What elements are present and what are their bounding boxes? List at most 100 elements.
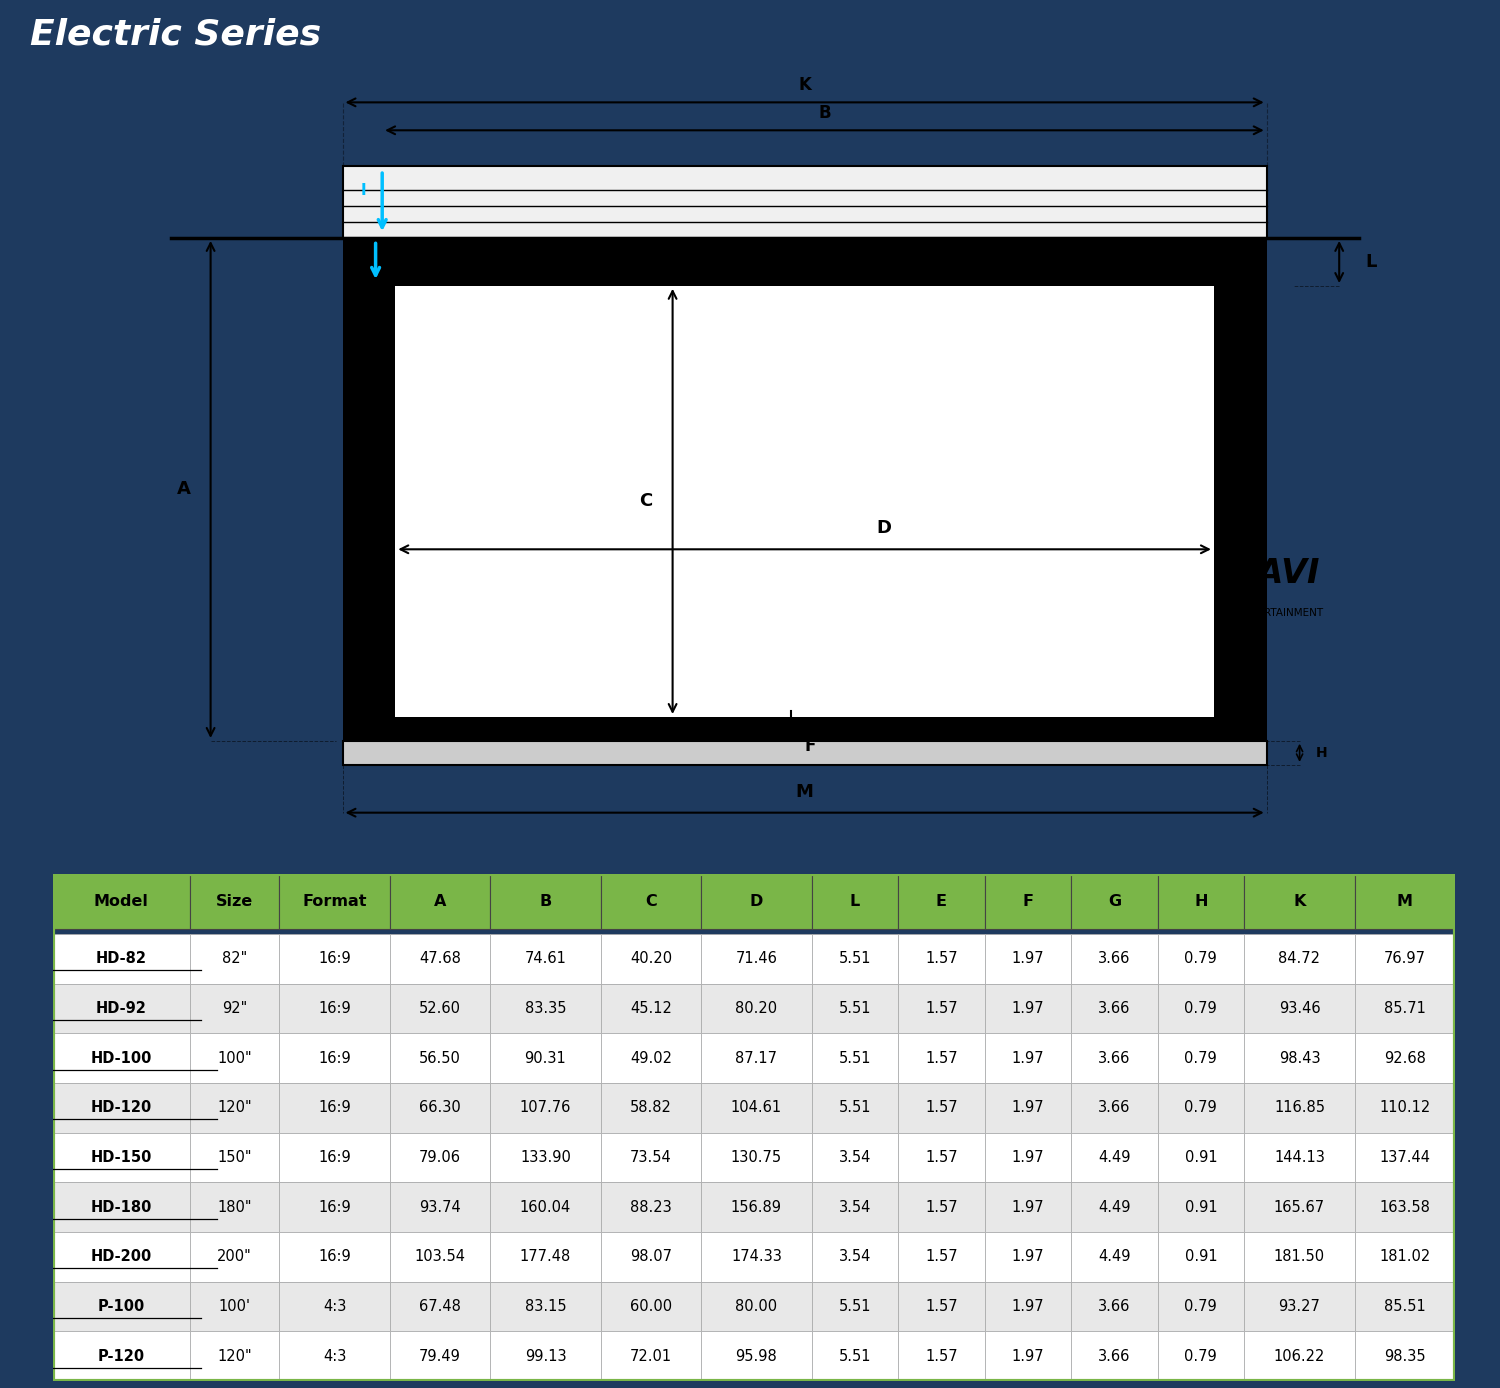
Text: 93.27: 93.27 [1278, 1299, 1320, 1314]
Text: B: B [818, 104, 831, 122]
Bar [984, 1183, 1071, 1233]
Text: 1.57: 1.57 [926, 1001, 958, 1016]
Text: HD-100: HD-100 [90, 1051, 152, 1066]
Bar [1071, 1183, 1158, 1233]
Text: 1.97: 1.97 [1011, 1199, 1044, 1214]
Text: 0.79: 0.79 [1185, 951, 1216, 966]
Bar [1354, 874, 1455, 929]
Text: 79.49: 79.49 [419, 1349, 460, 1364]
Text: 1.57: 1.57 [926, 1151, 958, 1165]
Bar [189, 984, 279, 1034]
Text: 3.54: 3.54 [839, 1199, 872, 1214]
Bar [189, 1133, 279, 1183]
Text: E: E [364, 437, 374, 452]
Text: 0.79: 0.79 [1185, 1101, 1216, 1116]
Text: 4.49: 4.49 [1098, 1151, 1131, 1165]
Bar [390, 874, 490, 929]
Bar [53, 1233, 189, 1281]
Text: 87.17: 87.17 [735, 1051, 777, 1066]
Text: 3.66: 3.66 [1098, 1349, 1131, 1364]
Text: 110.12: 110.12 [1380, 1101, 1431, 1116]
Bar [490, 1034, 602, 1083]
Text: 1.57: 1.57 [926, 951, 958, 966]
Bar [984, 984, 1071, 1034]
Bar [189, 1083, 279, 1133]
Bar [1071, 1233, 1158, 1281]
Bar [602, 1133, 700, 1183]
Bar [490, 1133, 602, 1183]
Bar [490, 1183, 602, 1233]
Bar [490, 1331, 602, 1381]
Bar [390, 1233, 490, 1281]
Bar [189, 874, 279, 929]
Bar [1244, 874, 1354, 929]
Text: 116.85: 116.85 [1274, 1101, 1324, 1116]
Text: HD-82: HD-82 [96, 951, 147, 966]
Bar [602, 934, 700, 984]
Bar [898, 1331, 984, 1381]
Text: 5.51: 5.51 [839, 951, 872, 966]
Bar [53, 1133, 189, 1183]
Bar [898, 1133, 984, 1183]
Text: 98.43: 98.43 [1278, 1051, 1320, 1066]
Bar [898, 1034, 984, 1083]
Text: P-100: P-100 [98, 1299, 144, 1314]
Text: 1.57: 1.57 [926, 1199, 958, 1214]
Bar [1354, 1331, 1455, 1381]
Bar [396, 286, 1214, 716]
Bar [279, 874, 390, 929]
Text: ENTERTAINMENT: ENTERTAINMENT [1236, 608, 1323, 618]
Text: 5.51: 5.51 [839, 1051, 872, 1066]
Text: 163.58: 163.58 [1380, 1199, 1431, 1214]
Bar [53, 1331, 189, 1381]
Text: 165.67: 165.67 [1274, 1199, 1324, 1214]
Text: 3.66: 3.66 [1098, 951, 1131, 966]
Bar [53, 984, 189, 1034]
Text: 5.51: 5.51 [839, 1349, 872, 1364]
Text: M: M [1396, 894, 1413, 909]
Text: 160.04: 160.04 [520, 1199, 572, 1214]
Bar [812, 1083, 898, 1133]
Text: C: C [639, 493, 652, 511]
Bar [53, 934, 189, 984]
Text: 3.54: 3.54 [839, 1249, 872, 1264]
Text: 1.57: 1.57 [926, 1299, 958, 1314]
Text: 80.20: 80.20 [735, 1001, 777, 1016]
Text: 5.51: 5.51 [839, 1101, 872, 1116]
Bar [189, 1281, 279, 1331]
Bar [1354, 1133, 1455, 1183]
Text: Size: Size [216, 894, 254, 909]
Bar [700, 1233, 812, 1281]
Text: 4.49: 4.49 [1098, 1249, 1131, 1264]
Text: HD-180: HD-180 [90, 1199, 152, 1214]
Text: 130.75: 130.75 [730, 1151, 782, 1165]
Text: D: D [876, 519, 891, 537]
Bar [812, 1281, 898, 1331]
Text: 120": 120" [217, 1101, 252, 1116]
Bar [279, 1331, 390, 1381]
Bar [53, 1083, 189, 1133]
Bar [390, 984, 490, 1034]
Text: 66.30: 66.30 [419, 1101, 460, 1116]
Text: 71.46: 71.46 [735, 951, 777, 966]
Bar [700, 874, 812, 929]
Text: 1.97: 1.97 [1011, 1051, 1044, 1066]
Text: 16:9: 16:9 [318, 951, 351, 966]
Text: L: L [850, 894, 859, 909]
Bar [279, 934, 390, 984]
Text: 83.15: 83.15 [525, 1299, 567, 1314]
Bar [53, 874, 189, 929]
Text: 103.54: 103.54 [414, 1249, 465, 1264]
Bar [898, 1083, 984, 1133]
Text: 0.91: 0.91 [1185, 1151, 1216, 1165]
Bar [490, 874, 602, 929]
Text: 0.91: 0.91 [1185, 1249, 1216, 1264]
Bar [1354, 1083, 1455, 1133]
Bar [189, 1233, 279, 1281]
Bar [1244, 1034, 1354, 1083]
Text: 16:9: 16:9 [318, 1199, 351, 1214]
Text: 120": 120" [217, 1349, 252, 1364]
Text: Electric Series: Electric Series [30, 18, 321, 51]
Text: 104.61: 104.61 [730, 1101, 782, 1116]
Text: 3.66: 3.66 [1098, 1001, 1131, 1016]
